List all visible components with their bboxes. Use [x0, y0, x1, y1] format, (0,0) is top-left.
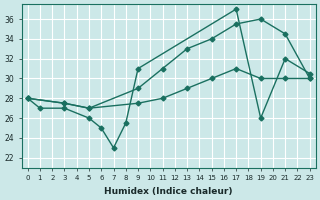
X-axis label: Humidex (Indice chaleur): Humidex (Indice chaleur) — [104, 187, 233, 196]
